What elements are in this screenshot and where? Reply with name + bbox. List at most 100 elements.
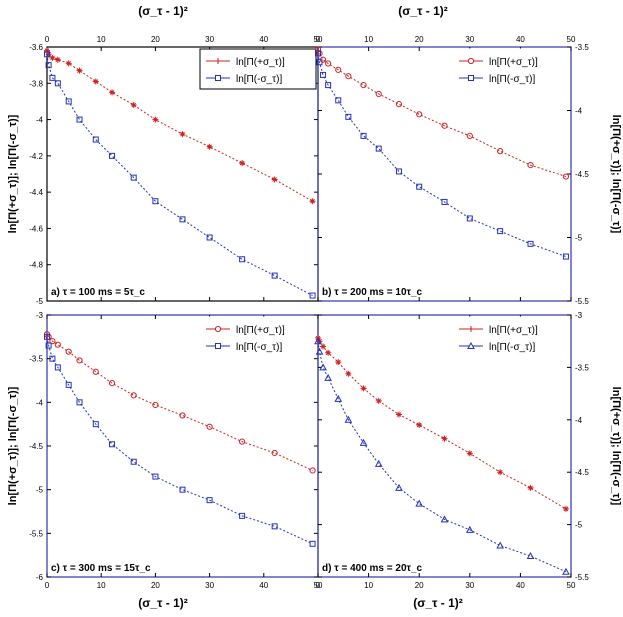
x-tick-label-top: 30 (205, 35, 214, 44)
y-tick-label: -5.5 (29, 529, 43, 538)
legend: ln[Π(+σ_τ)] ln[Π(-σ_τ)] (452, 48, 570, 90)
data-point (152, 473, 159, 480)
series-line-minus (317, 341, 567, 573)
data-point (271, 176, 278, 183)
legend-marker (215, 75, 221, 81)
y-tick-label: -3 (575, 311, 583, 320)
data-point (316, 59, 323, 66)
data-point (206, 234, 213, 241)
data-point (527, 240, 534, 247)
legend-marker (214, 325, 222, 333)
data-point (375, 145, 382, 152)
legend-label: ln[Π(-σ_τ)] (489, 342, 535, 353)
data-point (395, 411, 402, 418)
panel-label: b) τ = 200 ms = 10τ_c (322, 287, 423, 298)
x-tick-label-top: 20 (415, 35, 424, 44)
bottom-axis-title-right: (σ_τ - 1)² (413, 596, 463, 610)
top-axis-title-left: (σ_τ - 1)² (138, 4, 188, 18)
y-tick-label: -5 (36, 297, 44, 306)
data-point (374, 459, 383, 467)
legend-label: ln[Π(+σ_τ)] (236, 57, 285, 68)
data-point (309, 198, 316, 205)
legend-marker (468, 75, 474, 81)
data-point (76, 399, 83, 406)
data-point (562, 505, 569, 512)
y-axis-title: ln[Π(+σ_τ)]; ln[Π(-σ_τ)] (7, 386, 19, 505)
panel-label: a) τ = 100 ms = 5τ_c (51, 287, 145, 298)
data-point (44, 47, 50, 54)
legend-marker (215, 58, 221, 64)
data-point (441, 198, 448, 205)
y-tick-label: -3.6 (29, 43, 43, 52)
data-point (92, 78, 99, 85)
data-point (325, 82, 332, 89)
legend-label: ln[Π(+σ_τ)] (489, 325, 538, 336)
data-point (109, 441, 116, 448)
y-axis-title: ln[Π(+σ_τ)]; ln[Π(-σ_τ)] (610, 115, 622, 234)
series-line-minus (46, 54, 313, 296)
data-point (395, 101, 403, 108)
data-point (325, 60, 332, 67)
data-point (360, 385, 367, 392)
top-axis-title-right: (σ_τ - 1)² (398, 4, 448, 18)
panel-c: 0 10 20 30 40 50 -3 -3.5 -4 -4.5 -5 -5.5 -6 ln[Π(+σ_τ… (7, 311, 323, 590)
x-tick-label-top: 40 (516, 35, 525, 44)
data-point (130, 174, 137, 181)
data-point (415, 499, 424, 507)
data-point (497, 228, 504, 235)
series-line-minus (317, 53, 567, 258)
data-point (441, 435, 448, 442)
data-point (345, 113, 352, 120)
y-tick-label: -3.8 (29, 79, 43, 88)
data-point (496, 541, 505, 549)
data-point (206, 143, 213, 150)
y-tick-label: -4.5 (575, 170, 589, 179)
y-tick-label: -4.6 (29, 224, 43, 233)
data-point (320, 343, 327, 350)
bottom-axis-title-left: (σ_τ - 1)² (138, 596, 188, 610)
y-tick-label: -5.5 (575, 573, 589, 582)
y-axis-title: ln[Π(+σ_τ)]; ln[Π(-σ_τ)] (610, 387, 622, 506)
data-point (562, 253, 569, 260)
data-point (65, 98, 72, 105)
data-point (441, 122, 448, 129)
data-point (465, 525, 474, 533)
y-tick-label: -4 (36, 116, 44, 125)
data-point (54, 364, 61, 371)
legend-label: ln[Π(-σ_τ)] (236, 74, 282, 85)
data-point (109, 89, 116, 96)
x-tick-label-top: 50 (314, 35, 323, 44)
data-point (54, 56, 61, 63)
y-tick-label: -6 (36, 573, 44, 582)
series-line-plus (46, 333, 313, 471)
y-tick-label: -4.5 (29, 442, 43, 451)
data-point (239, 160, 246, 167)
y-tick-label: -3.5 (29, 355, 43, 364)
y-tick-label: -5 (575, 521, 583, 530)
data-point (65, 60, 72, 67)
data-point (49, 74, 56, 81)
data-point (562, 173, 570, 180)
data-point (239, 512, 246, 519)
x-tick-label-top: 50 (567, 35, 576, 44)
x-tick-label-top: 0 (45, 35, 50, 44)
data-point (335, 97, 342, 104)
data-point (179, 131, 186, 138)
data-point (54, 341, 61, 348)
data-point (526, 551, 535, 560)
x-tick-label: 40 (516, 581, 525, 590)
y-tick-label: -4 (575, 416, 583, 425)
legend-box (452, 48, 570, 90)
data-point (466, 132, 473, 139)
y-tick-label: -4 (36, 398, 44, 407)
data-point (44, 51, 50, 58)
data-point (319, 363, 327, 371)
data-point (416, 422, 423, 429)
data-point (179, 412, 186, 419)
panel-frame (317, 314, 572, 578)
data-point (314, 337, 322, 345)
x-tick-label-top: 20 (151, 35, 160, 44)
data-point (179, 216, 186, 223)
data-point (315, 347, 324, 355)
data-point (152, 198, 159, 205)
